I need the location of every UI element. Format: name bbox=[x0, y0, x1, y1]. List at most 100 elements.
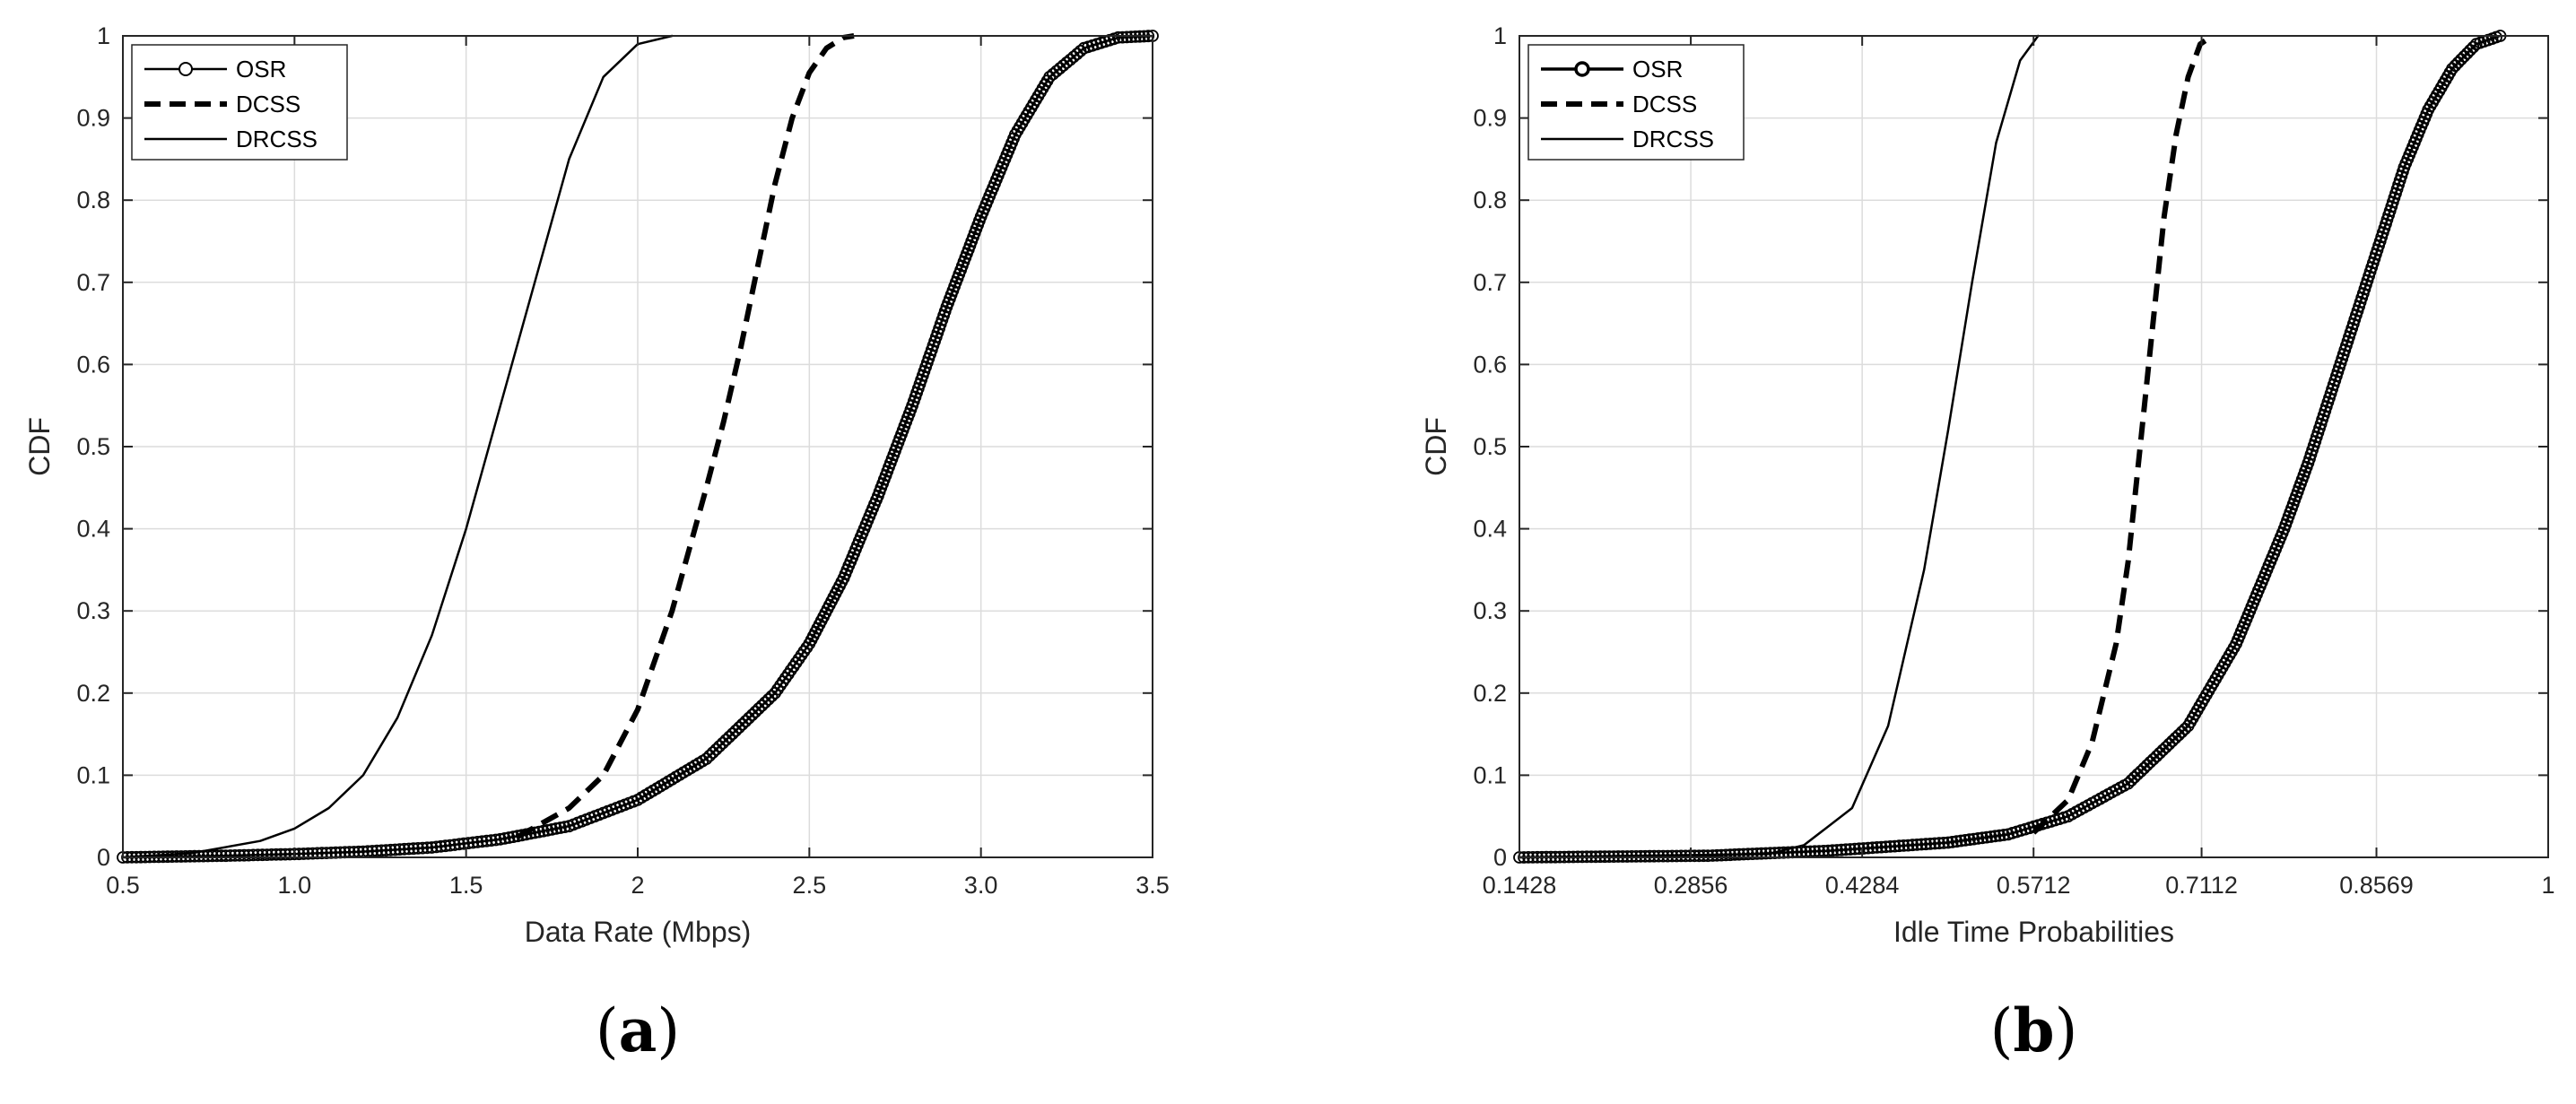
chart-panel-b: 0.1428 0.2856 0.4284 0.5712 0.7112 0.8569 1 0 0.… bbox=[1420, 22, 2555, 1065]
legend-box bbox=[131, 44, 348, 161]
x-axis-label: Data Rate (Mbps) bbox=[525, 916, 752, 948]
y-tick-label: 0.9 bbox=[1473, 105, 1507, 132]
data-point bbox=[550, 822, 562, 835]
y-axis-label: CDF bbox=[23, 417, 56, 476]
data-point bbox=[320, 847, 333, 859]
y-tick-label: 0.8 bbox=[1473, 187, 1507, 213]
legend-label-dcss: DCSS bbox=[236, 91, 300, 117]
data-point bbox=[739, 715, 753, 728]
y-tick-label: 0.3 bbox=[76, 597, 110, 624]
data-point bbox=[545, 823, 559, 836]
data-point bbox=[1959, 834, 1972, 847]
x-tick-label: 0.8569 bbox=[2339, 872, 2414, 899]
y-tick-label: 0.2 bbox=[1473, 680, 1507, 707]
data-point bbox=[1826, 844, 1839, 857]
data-point bbox=[462, 837, 475, 849]
data-point bbox=[265, 848, 278, 861]
data-point bbox=[247, 848, 260, 862]
y-axis-label: CDF bbox=[1420, 417, 1452, 476]
data-point bbox=[1120, 30, 1134, 44]
data-point bbox=[719, 734, 733, 746]
data-point bbox=[315, 847, 328, 860]
legend-marker bbox=[178, 62, 193, 76]
data-point bbox=[434, 839, 448, 853]
series-line-drcss bbox=[121, 34, 674, 859]
y-tick-label: 0 bbox=[97, 844, 110, 871]
data-point bbox=[279, 848, 292, 861]
data-point bbox=[726, 727, 739, 741]
data-point bbox=[439, 839, 452, 853]
data-point bbox=[1915, 838, 1928, 851]
panel-caption: (b) bbox=[1990, 995, 2078, 1065]
legend: OSR DCSS DRCSS bbox=[1527, 44, 1745, 161]
data-point bbox=[388, 843, 402, 856]
y-tick-label: 0.4 bbox=[76, 516, 110, 543]
data-point bbox=[430, 840, 443, 854]
x-tick-label: 3.5 bbox=[1136, 872, 1170, 899]
data-point bbox=[453, 838, 466, 851]
data-point bbox=[1884, 840, 1897, 853]
legend-label-osr: OSR bbox=[1632, 56, 1683, 83]
y-tick-label: 0.7 bbox=[1473, 269, 1507, 296]
data-point bbox=[443, 839, 457, 852]
y-tick-label: 1 bbox=[97, 22, 110, 49]
data-point bbox=[1967, 832, 1980, 846]
data-point bbox=[1897, 839, 1910, 852]
data-point bbox=[1817, 845, 1831, 857]
data-point bbox=[1116, 30, 1129, 44]
data-point bbox=[1980, 830, 1993, 844]
ticks: 0.5 1.0 1.5 2 2.5 3.0 3.5 0 0.1 0.2 0.3 0.4 0.5 0.6 0.… bbox=[76, 22, 1169, 899]
y-tick-label: 0.1 bbox=[76, 761, 110, 788]
data-point bbox=[412, 842, 425, 855]
data-point bbox=[1902, 839, 1915, 852]
data-point bbox=[297, 848, 310, 860]
data-point bbox=[466, 836, 480, 849]
x-tick-label: 0.7112 bbox=[2165, 872, 2238, 899]
series-line-osr bbox=[1518, 34, 2502, 859]
data-point bbox=[700, 752, 713, 765]
data-point bbox=[1875, 840, 1888, 854]
data-point bbox=[407, 842, 420, 856]
x-tick-label: 1.0 bbox=[278, 872, 312, 899]
x-tick-label: 0.5712 bbox=[1997, 872, 2071, 899]
data-point bbox=[1857, 842, 1870, 855]
data-point bbox=[1866, 841, 1879, 855]
data-point bbox=[214, 849, 228, 863]
data-point bbox=[709, 743, 723, 756]
data-point bbox=[223, 849, 237, 862]
data-point bbox=[425, 841, 439, 854]
data-point bbox=[1989, 830, 2002, 843]
panel-caption: (a) bbox=[596, 995, 680, 1065]
data-point bbox=[729, 724, 743, 737]
data-point bbox=[397, 842, 411, 856]
y-tick-label: 0.5 bbox=[76, 433, 110, 460]
y-tick-label: 0.6 bbox=[1473, 351, 1507, 378]
data-point bbox=[402, 842, 415, 856]
data-point bbox=[251, 848, 265, 862]
y-tick-label: 0.8 bbox=[76, 187, 110, 213]
data-point bbox=[1976, 831, 1989, 845]
legend-marker bbox=[1574, 61, 1590, 77]
legend: OSR DCSS DRCSS bbox=[131, 44, 348, 161]
x-tick-label: 3.0 bbox=[964, 872, 998, 899]
data-point bbox=[1893, 839, 1906, 853]
data-point bbox=[1125, 30, 1137, 43]
x-tick-label: 2 bbox=[631, 872, 644, 899]
data-point bbox=[558, 821, 571, 833]
data-point bbox=[256, 848, 269, 862]
data-point bbox=[242, 848, 256, 862]
data-point bbox=[489, 833, 502, 847]
data-point bbox=[743, 711, 755, 725]
data-point bbox=[1879, 840, 1893, 854]
data-point bbox=[1928, 837, 1942, 850]
data-point bbox=[192, 849, 205, 863]
data-point bbox=[269, 848, 283, 861]
data-point bbox=[1852, 842, 1866, 856]
data-point bbox=[554, 821, 567, 834]
x-tick-label: 0.5 bbox=[106, 872, 140, 899]
data-point bbox=[187, 849, 201, 863]
data-point bbox=[379, 844, 393, 856]
x-tick-label: 0.1428 bbox=[1483, 872, 1557, 899]
data-point bbox=[1924, 838, 1937, 850]
data-point bbox=[457, 837, 470, 850]
